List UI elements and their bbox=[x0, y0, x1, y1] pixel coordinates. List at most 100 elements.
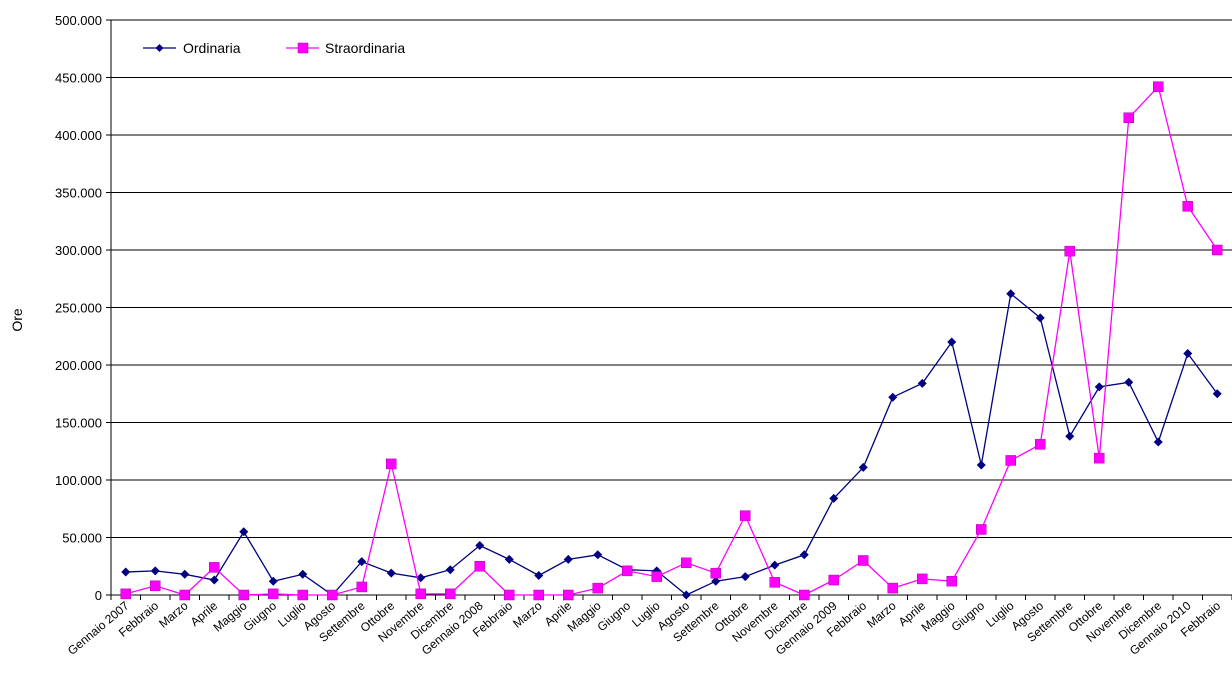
x-tick-label: Marzo bbox=[156, 598, 191, 630]
point-straordinaria bbox=[504, 589, 515, 601]
point-straordinaria bbox=[858, 555, 869, 566]
point-straordinaria bbox=[415, 588, 426, 600]
point-straordinaria bbox=[622, 565, 633, 577]
point-straordinaria bbox=[209, 562, 220, 573]
point-ordinaria bbox=[1153, 437, 1163, 447]
point-ordinaria bbox=[150, 566, 160, 576]
x-tick-label: Giugno bbox=[595, 598, 634, 634]
point-ordinaria bbox=[947, 337, 957, 347]
point-ordinaria bbox=[681, 590, 691, 600]
y-tick-label: 250.000 bbox=[55, 301, 102, 316]
point-straordinaria bbox=[563, 589, 574, 601]
series-line-straordinaria bbox=[125, 85, 1218, 596]
point-straordinaria bbox=[386, 458, 397, 470]
point-straordinaria bbox=[356, 581, 367, 593]
legend: Ordinaria Straordinaria bbox=[143, 40, 405, 56]
point-ordinaria bbox=[268, 576, 278, 586]
point-ordinaria bbox=[917, 378, 927, 388]
point-straordinaria bbox=[1094, 452, 1105, 464]
gridlines bbox=[111, 19, 1232, 538]
point-straordinaria bbox=[150, 580, 161, 592]
point-ordinaria bbox=[1183, 349, 1193, 358]
point-ordinaria bbox=[976, 460, 986, 470]
point-straordinaria bbox=[474, 561, 485, 572]
series bbox=[120, 81, 1223, 601]
y-tick-label: 50.000 bbox=[62, 531, 102, 546]
point-ordinaria bbox=[1094, 382, 1104, 392]
point-straordinaria bbox=[917, 573, 928, 585]
point-ordinaria bbox=[445, 565, 455, 575]
point-ordinaria bbox=[357, 557, 367, 567]
y-tick-label: 100.000 bbox=[55, 473, 102, 488]
point-ordinaria bbox=[563, 554, 573, 564]
point-straordinaria bbox=[1064, 245, 1075, 257]
point-straordinaria bbox=[297, 589, 308, 601]
point-ordinaria bbox=[888, 392, 898, 402]
point-ordinaria bbox=[298, 569, 308, 579]
point-ordinaria bbox=[1212, 389, 1222, 399]
point-straordinaria bbox=[445, 588, 456, 600]
x-tick-label: Marzo bbox=[510, 598, 545, 630]
point-straordinaria bbox=[710, 567, 721, 579]
y-tick-label: 450.000 bbox=[55, 71, 102, 86]
point-straordinaria bbox=[769, 577, 780, 588]
point-straordinaria bbox=[799, 589, 810, 601]
point-straordinaria bbox=[179, 589, 190, 601]
legend-marker-ordinaria bbox=[155, 44, 164, 52]
series-line-ordinaria bbox=[125, 292, 1218, 596]
point-ordinaria bbox=[740, 572, 750, 582]
point-straordinaria bbox=[327, 589, 338, 601]
point-straordinaria bbox=[1005, 455, 1016, 466]
axes bbox=[106, 19, 1232, 600]
point-straordinaria bbox=[592, 582, 603, 594]
point-ordinaria bbox=[711, 576, 721, 586]
point-straordinaria bbox=[533, 589, 544, 601]
point-straordinaria bbox=[1153, 81, 1164, 92]
x-tick-label: Marzo bbox=[864, 598, 899, 630]
point-ordinaria bbox=[239, 527, 249, 537]
point-straordinaria bbox=[1212, 244, 1223, 256]
point-straordinaria bbox=[1035, 439, 1046, 450]
point-ordinaria bbox=[504, 554, 514, 564]
point-ordinaria bbox=[593, 550, 603, 560]
point-ordinaria bbox=[386, 568, 396, 578]
y-tick-label: 200.000 bbox=[55, 358, 102, 373]
point-ordinaria bbox=[770, 560, 780, 570]
x-tick-label: Maggio bbox=[919, 598, 958, 634]
point-straordinaria bbox=[740, 510, 751, 521]
y-tick-label: 150.000 bbox=[55, 416, 102, 431]
point-straordinaria bbox=[120, 588, 131, 600]
y-tick-label: 400.000 bbox=[55, 128, 102, 143]
x-tick-label: Giugno bbox=[949, 598, 988, 634]
point-ordinaria bbox=[209, 575, 219, 585]
point-ordinaria bbox=[1124, 377, 1134, 387]
point-ordinaria bbox=[799, 550, 809, 560]
point-ordinaria bbox=[829, 493, 839, 503]
point-straordinaria bbox=[976, 524, 987, 535]
y-tick-labels: 0 50.000 100.000 150.000 200.000 250.000 300.0… bbox=[55, 13, 102, 603]
x-tick-label: Maggio bbox=[565, 598, 604, 634]
point-straordinaria bbox=[1123, 112, 1134, 123]
x-tick-labels: Gennaio 2007FebbraioMarzoAprileMaggioGiu… bbox=[65, 598, 1224, 657]
point-straordinaria bbox=[268, 588, 279, 600]
legend-marker-straordinaria bbox=[297, 42, 309, 54]
x-tick-label: Giugno bbox=[241, 598, 280, 634]
point-ordinaria bbox=[416, 573, 426, 583]
point-ordinaria bbox=[475, 541, 485, 551]
point-ordinaria bbox=[121, 567, 131, 577]
y-tick-label: 350.000 bbox=[55, 186, 102, 201]
legend-label-straordinaria: Straordinaria bbox=[325, 40, 405, 56]
point-straordinaria bbox=[828, 574, 839, 586]
point-straordinaria bbox=[238, 589, 249, 601]
point-straordinaria bbox=[887, 582, 898, 594]
point-ordinaria bbox=[1035, 313, 1045, 323]
point-straordinaria bbox=[651, 571, 662, 582]
y-tick-label: 0 bbox=[95, 588, 102, 603]
point-ordinaria bbox=[1065, 431, 1075, 441]
point-straordinaria bbox=[946, 575, 957, 587]
legend-label-ordinaria: Ordinaria bbox=[183, 40, 241, 56]
point-ordinaria bbox=[534, 570, 544, 580]
point-ordinaria bbox=[1006, 289, 1016, 299]
point-ordinaria bbox=[180, 569, 190, 579]
